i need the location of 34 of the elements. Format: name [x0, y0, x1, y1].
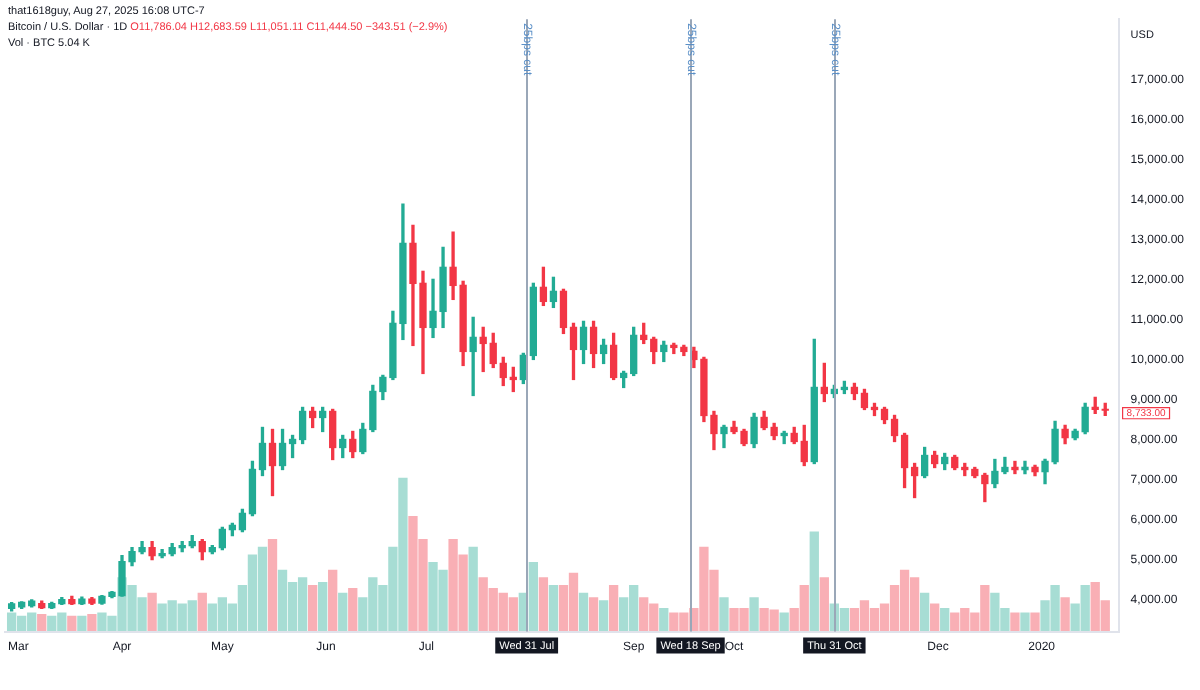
bar — [1060, 597, 1070, 632]
bar — [267, 539, 278, 632]
bar — [307, 585, 318, 632]
bar — [67, 615, 77, 632]
bar — [659, 607, 669, 632]
bar — [87, 614, 97, 632]
bar — [197, 592, 207, 632]
bar — [779, 612, 789, 632]
bar — [77, 615, 87, 632]
bar — [588, 597, 599, 632]
bar — [37, 614, 47, 632]
bar — [147, 592, 157, 632]
bar — [719, 597, 729, 632]
bar — [749, 597, 759, 632]
bar — [1010, 612, 1020, 632]
bar — [538, 577, 549, 632]
bar — [598, 600, 609, 632]
bar — [930, 603, 940, 632]
bar — [1030, 612, 1040, 632]
bar — [819, 577, 829, 632]
bar — [919, 592, 930, 632]
bar — [328, 569, 338, 632]
bar — [578, 592, 589, 632]
bar — [809, 531, 819, 632]
candlestick — [1021, 460, 1029, 475]
bar — [1020, 612, 1030, 632]
bar — [468, 546, 478, 632]
bar — [338, 592, 348, 632]
bar — [318, 581, 328, 632]
candlestick — [1011, 460, 1019, 475]
bar — [608, 585, 619, 632]
bar — [548, 585, 559, 632]
bar — [940, 607, 950, 632]
bar — [348, 588, 358, 632]
